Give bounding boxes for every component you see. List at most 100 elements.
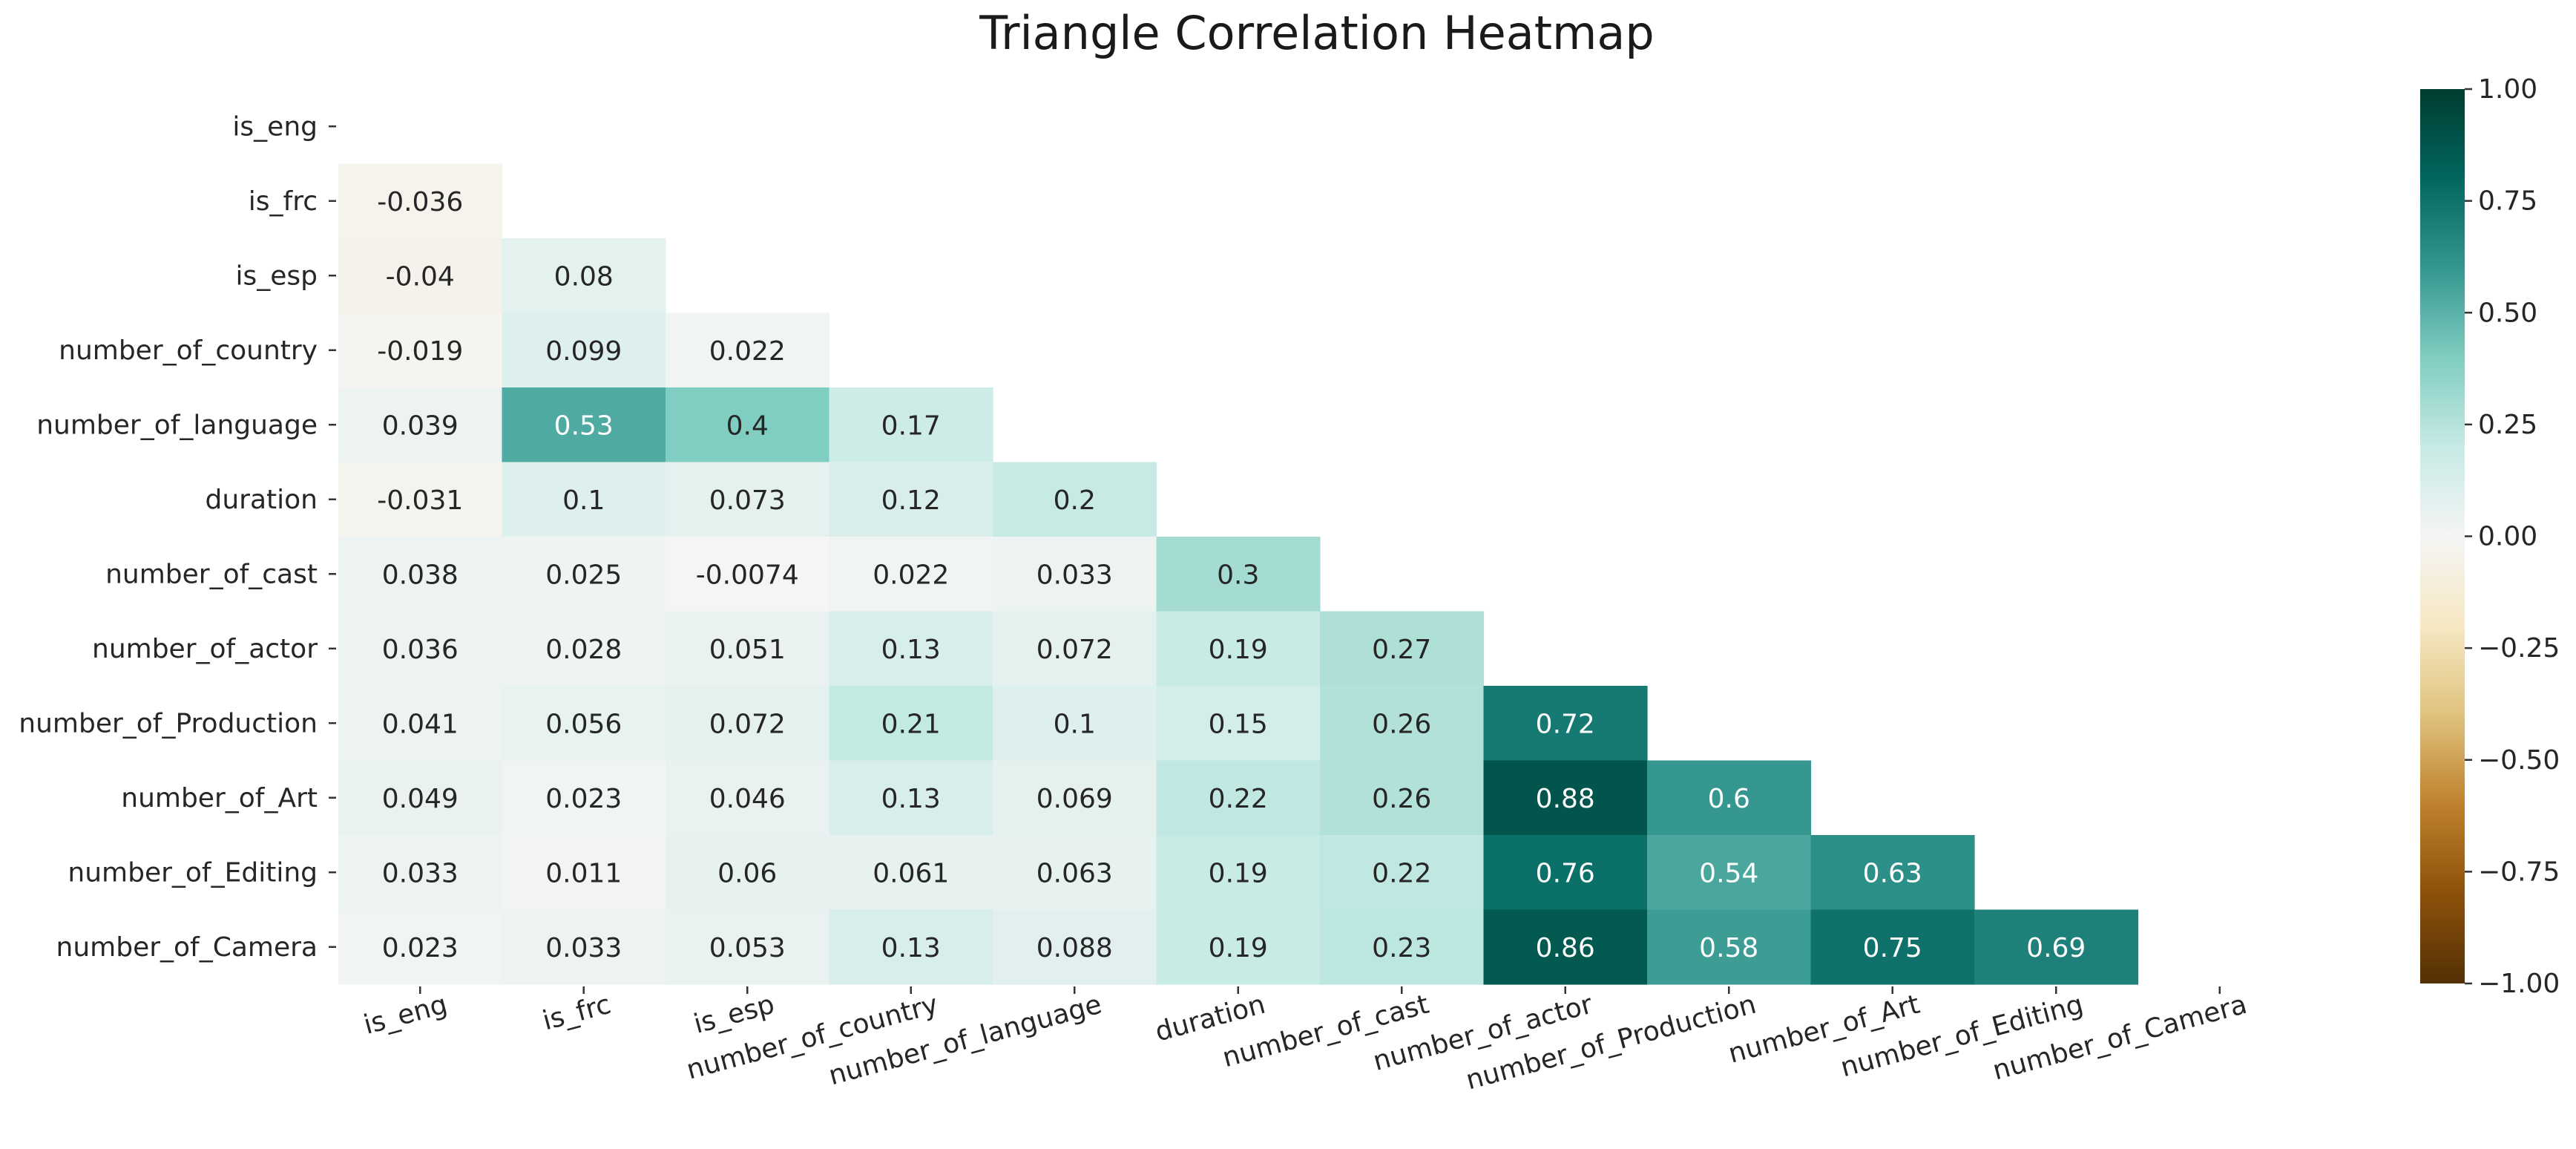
heatmap-cell <box>666 312 830 388</box>
heatmap-cell <box>1320 686 1485 762</box>
heatmap-cell <box>502 238 666 314</box>
heatmap-cell <box>1156 835 1321 911</box>
heatmap-cell <box>338 312 503 388</box>
heatmap-cell <box>666 686 830 762</box>
heatmap-cell <box>338 760 503 836</box>
heatmap-cell <box>502 387 666 463</box>
cell-value-label: 0.13 <box>881 784 941 814</box>
row-label: is_frc <box>249 186 318 217</box>
cell-value-label: 0.13 <box>881 933 941 963</box>
column-labels: is_eng is_frc is_espnumber_of_countrynumbe… <box>361 986 2250 1096</box>
heatmap-cell <box>1647 835 1812 911</box>
heatmap-cell <box>829 835 993 911</box>
heatmap-cell <box>502 835 666 911</box>
cell-value-label: 0.053 <box>709 933 786 963</box>
colorbar-tick-label: −0.75 <box>2478 857 2560 887</box>
heatmap-cell <box>993 537 1157 612</box>
cell-value-label: 0.15 <box>1209 709 1268 739</box>
heatmap-cell <box>993 760 1157 836</box>
cell-value-label: 0.22 <box>1372 858 1431 888</box>
colorbar-tick-label: 0.75 <box>2478 186 2537 217</box>
cell-value-label: 0.53 <box>554 410 614 441</box>
heatmap-cell <box>1483 760 1648 836</box>
heatmap-cell <box>502 611 666 687</box>
heatmap-cell <box>1156 686 1321 762</box>
heatmap-cell <box>338 835 503 911</box>
cell-value-label: -0.04 <box>386 261 455 292</box>
cell-value-label: 0.022 <box>709 336 786 367</box>
cell-value-label: 0.046 <box>709 784 786 814</box>
cell-value-label: 0.08 <box>554 261 614 292</box>
row-label: number_of_Camera <box>56 932 318 963</box>
row-label: number_of_cast <box>105 559 318 589</box>
cell-value-label: 0.06 <box>717 858 777 888</box>
heatmap-cell <box>502 686 666 762</box>
cell-value-label: 0.039 <box>382 410 459 441</box>
heatmap-cell <box>1156 537 1321 612</box>
cell-value-label: 0.099 <box>545 336 622 367</box>
cell-value-label: 0.22 <box>1209 784 1268 814</box>
cell-value-label: -0.036 <box>377 187 463 217</box>
row-label: is_eng <box>232 111 318 142</box>
heatmap-cell <box>338 387 503 463</box>
cell-value-label: 0.26 <box>1372 784 1431 814</box>
row-label: number_of_language <box>36 410 318 440</box>
heatmap-cell <box>993 462 1157 537</box>
cell-value-label: 0.2 <box>1054 485 1096 516</box>
colorbar-tick-label: −1.00 <box>2478 969 2560 999</box>
row-label: is_esp <box>235 261 318 291</box>
cell-value-label: 0.6 <box>1708 784 1750 814</box>
heatmap-cell <box>829 909 993 985</box>
cell-value-label: 0.072 <box>1036 635 1113 665</box>
heatmap-cell <box>502 462 666 537</box>
cell-value-label: 0.13 <box>881 635 941 665</box>
heatmap-cell <box>993 686 1157 762</box>
heatmap-cell <box>993 611 1157 687</box>
cell-value-label: 0.061 <box>873 858 949 888</box>
cell-value-label: -0.019 <box>377 336 463 367</box>
heatmap-cell <box>1156 909 1321 985</box>
cell-value-label: 0.75 <box>1863 933 1922 963</box>
cell-value-label: 0.58 <box>1699 933 1758 963</box>
heatmap-cell <box>1320 760 1485 836</box>
cell-value-label: 0.27 <box>1372 635 1431 665</box>
heatmap-cell <box>829 387 993 463</box>
cell-value-label: 0.54 <box>1699 858 1758 888</box>
cell-value-label: 0.17 <box>881 410 941 441</box>
column-label: number_of_language <box>826 989 1105 1092</box>
heatmap-cell <box>666 760 830 836</box>
row-labels: is_eng is_frc is_esp number_of_countrynumbe… <box>19 111 336 963</box>
heatmap-cell <box>502 760 666 836</box>
cell-value-label: 0.041 <box>382 709 459 739</box>
cell-value-label: 0.056 <box>545 709 622 739</box>
heatmap-cell <box>1156 611 1321 687</box>
chart-title: Triangle Correlation Heatmap <box>979 6 1655 60</box>
cell-value-label: 0.23 <box>1372 933 1431 963</box>
heatmap-cell <box>1483 909 1648 985</box>
heatmap-cell <box>1974 909 2139 985</box>
cell-value-label: 0.19 <box>1209 858 1268 888</box>
heatmap-cell <box>1320 909 1485 985</box>
heatmap-cell <box>829 537 993 612</box>
heatmap-cell <box>1810 835 1975 911</box>
heatmap-cell <box>993 835 1157 911</box>
column-label: number_of_Production <box>1463 989 1760 1096</box>
row-label: duration <box>206 485 318 515</box>
heatmap-cell <box>829 611 993 687</box>
heatmap-cell <box>1483 835 1648 911</box>
heatmap-cell <box>666 835 830 911</box>
colorbar-ticks: 1.00 0.75 0.50 0.25 0.00 −0.25 −0.50 −0.75 −1.00 <box>2465 74 2560 999</box>
heatmap-cell <box>1320 611 1485 687</box>
cell-value-label: 0.033 <box>382 858 459 888</box>
heatmap-cell <box>1647 909 1812 985</box>
cell-value-label: 0.63 <box>1863 858 1922 888</box>
cell-value-label: 0.033 <box>545 933 622 963</box>
heatmap-cells: -0.036 -0.04 0.08 -0.019 0.099 0.022 0.039 0.53… <box>338 163 2139 985</box>
cell-value-label: 0.069 <box>1036 784 1113 814</box>
cell-value-label: 0.033 <box>1036 560 1113 590</box>
cell-value-label: 0.088 <box>1036 933 1113 963</box>
cell-value-label: 0.025 <box>545 560 622 590</box>
heatmap-cell <box>1156 760 1321 836</box>
heatmap-cell <box>1483 686 1648 762</box>
